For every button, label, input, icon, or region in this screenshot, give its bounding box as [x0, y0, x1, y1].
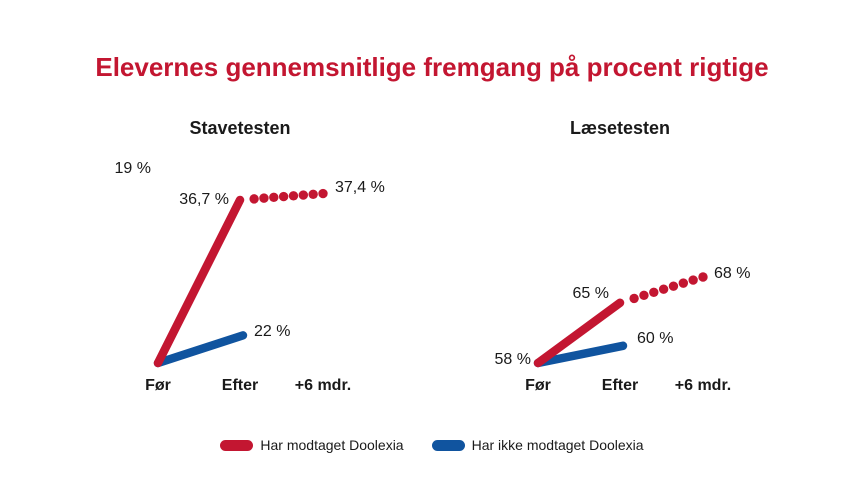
axis-label-foer: Før — [145, 377, 171, 394]
chart-stavetesten: Stavetesten 19 % 36,7 % 37,4 % 22 % Før … — [95, 118, 435, 418]
series-dot-red-projection — [658, 284, 669, 294]
value-label-blue-efter: 60 % — [637, 330, 674, 347]
legend: Har modtaget Doolexia Har ikke modtaget … — [0, 437, 864, 453]
value-label-start: 19 % — [114, 160, 151, 177]
page-title: Elevernes gennemsnitlige fremgang på pro… — [95, 52, 769, 82]
plot-area-stavetesten: 19 % 36,7 % 37,4 % 22 % Før Efter +6 mdr… — [95, 160, 435, 410]
series-dot-red-projection — [698, 272, 708, 282]
series-dot-red-projection — [278, 191, 289, 202]
legend-label-ikke-modtaget: Har ikke modtaget Doolexia — [471, 437, 644, 453]
chart-title-stavetesten: Stavetesten — [189, 118, 291, 138]
series-line-red-solid — [533, 298, 625, 368]
series-dot-red-projection — [288, 191, 299, 201]
chart-title-laesetesten: Læsetesten — [569, 118, 671, 138]
series-dot-red-projection — [308, 189, 318, 200]
axis-label-6mdr: +6 mdr. — [674, 377, 732, 394]
legend-marker-blue — [431, 439, 465, 451]
value-label-red-6mdr: 37,4 % — [335, 179, 385, 196]
series-line-blue-solid — [153, 331, 248, 368]
value-label-blue-efter: 22 % — [254, 323, 291, 340]
value-label-red-6mdr: 68 % — [714, 265, 751, 282]
slope-plot-stavetesten — [153, 188, 328, 368]
series-dot-red-projection — [649, 287, 659, 297]
series-dot-red-projection — [269, 192, 279, 203]
series-dot-red-projection — [249, 194, 259, 204]
series-dot-red-projection — [688, 275, 698, 285]
axis-label-efter: Efter — [601, 377, 639, 394]
series-dot-red-projection — [668, 281, 679, 291]
value-label-red-efter: 36,7 % — [179, 191, 229, 208]
chart-laesetesten: Læsetesten 58 % 65 % 68 % 60 % Før Efter… — [475, 118, 815, 418]
axis-label-efter: Efter — [221, 377, 259, 394]
value-label-red-efter: 65 % — [572, 285, 609, 302]
series-dot-red-projection — [629, 293, 639, 304]
slope-plot-laesetesten — [533, 272, 708, 368]
series-dot-red-projection — [678, 278, 689, 288]
series-dot-red-projection — [259, 193, 269, 203]
series-line-red-solid — [153, 195, 245, 368]
legend-item-modtaget: Har modtaget Doolexia — [220, 437, 404, 453]
series-line-blue-solid — [533, 341, 628, 368]
axis-label-6mdr: +6 mdr. — [294, 377, 352, 394]
series-dot-red-projection — [298, 190, 309, 200]
plot-area-laesetesten: 58 % 65 % 68 % 60 % Før Efter +6 mdr. — [475, 160, 815, 410]
series-dot-red-projection — [318, 188, 328, 199]
legend-label-modtaget: Har modtaget Doolexia — [260, 437, 404, 453]
series-dot-red-projection — [639, 290, 649, 301]
legend-item-ikke-modtaget: Har ikke modtaget Doolexia — [431, 437, 644, 453]
axis-label-foer: Før — [525, 377, 551, 394]
value-label-start: 58 % — [494, 351, 531, 368]
legend-marker-red — [220, 439, 254, 451]
